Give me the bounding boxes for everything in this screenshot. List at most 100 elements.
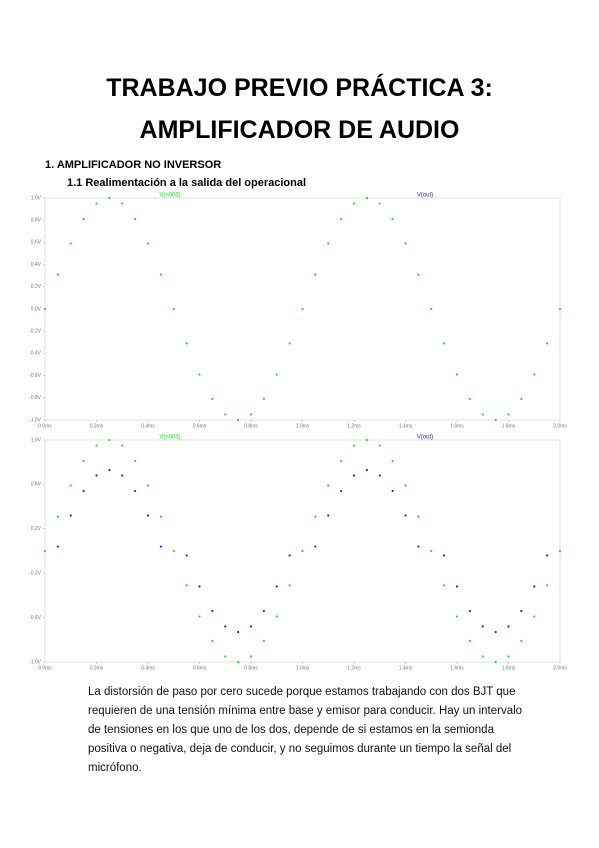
legend-entry: V(n003)	[159, 193, 180, 199]
y-tick-label: 0.6V	[31, 482, 42, 488]
data-point	[288, 554, 291, 557]
data-point	[443, 554, 446, 557]
data-point	[159, 515, 162, 518]
data-point	[249, 413, 253, 416]
y-tick-label: 0.2V	[31, 526, 42, 532]
x-tick-label: 1.6ms	[450, 423, 464, 429]
y-tick-label: 1.0V	[31, 195, 42, 201]
x-tick-label: 1.8ms	[502, 665, 516, 671]
data-point	[391, 459, 394, 463]
data-point	[301, 549, 304, 553]
data-point	[430, 549, 433, 553]
y-tick-label: -0.2V	[29, 571, 42, 577]
data-point	[481, 625, 484, 628]
data-point	[159, 273, 162, 276]
x-tick-label: 0.8ms	[244, 423, 258, 429]
x-tick-label: 1.8ms	[502, 423, 516, 429]
data-point	[275, 615, 278, 618]
data-point	[146, 484, 150, 487]
y-tick-label: -1.0V	[29, 417, 42, 423]
data-point	[507, 413, 510, 416]
x-tick-label: 0.4ms	[141, 423, 155, 429]
data-point	[43, 307, 47, 311]
data-point	[121, 474, 124, 477]
data-point	[211, 639, 214, 643]
data-point	[69, 514, 72, 517]
data-point	[172, 307, 175, 311]
data-point	[378, 474, 381, 477]
section-heading: 1. AMPLIFICADOR NO INVERSOR	[45, 159, 222, 171]
data-point	[56, 515, 59, 518]
data-point	[237, 418, 240, 422]
data-point	[108, 196, 111, 200]
data-point	[365, 438, 368, 442]
x-tick-label: 1.2ms	[347, 423, 361, 429]
legend-entry: V(out)	[417, 435, 433, 441]
x-tick-label: 2.0ms	[553, 665, 567, 671]
data-point	[108, 468, 111, 472]
x-tick-label: 0.6ms	[193, 665, 207, 671]
y-tick-label: -0.6V	[29, 615, 42, 621]
data-point	[558, 549, 562, 553]
data-point	[546, 554, 549, 557]
data-point	[507, 655, 510, 658]
data-point	[314, 515, 317, 518]
annotation: V(out)	[417, 193, 433, 199]
data-point	[468, 609, 471, 613]
x-tick-label: 1.6ms	[450, 665, 464, 671]
data-point	[494, 418, 497, 422]
x-tick-label: 0.2ms	[90, 665, 104, 671]
data-point	[211, 609, 214, 613]
x-tick-label: 0.0ms	[38, 423, 52, 429]
y-tick-label: 0.8V	[31, 218, 42, 224]
y-tick-label: 0.4V	[31, 262, 42, 268]
data-point	[352, 202, 356, 205]
x-tick-label: 1.4ms	[399, 423, 413, 429]
data-point	[198, 585, 201, 588]
data-point	[301, 307, 304, 311]
y-tick-label: -1.0V	[29, 659, 42, 665]
x-tick-label: 2.0ms	[553, 423, 567, 429]
data-point	[533, 585, 536, 588]
x-tick-label: 1.0ms	[296, 665, 310, 671]
data-point	[520, 397, 523, 401]
data-point	[365, 468, 368, 472]
data-point	[56, 273, 59, 276]
y-tick-label: -0.2V	[29, 329, 42, 335]
chart: -1.0V -0.8V -0.6V -0.4V -0.2V 0.0V 0.2V 0.4V 0.6…	[29, 193, 567, 430]
data-point	[365, 196, 368, 200]
data-point	[262, 609, 265, 613]
data-point	[520, 639, 523, 643]
y-tick-label: 0.2V	[31, 284, 42, 290]
data-point	[468, 639, 471, 643]
data-point	[430, 307, 433, 311]
data-point	[378, 444, 381, 447]
data-point	[314, 273, 317, 276]
x-tick-label: 1.0ms	[296, 423, 310, 429]
data-point	[121, 444, 124, 447]
x-tick-label: 1.4ms	[399, 665, 413, 671]
data-point	[533, 615, 536, 618]
data-point	[404, 242, 407, 245]
x-tick-label: 0.0ms	[38, 665, 52, 671]
data-point	[134, 489, 137, 493]
data-point	[69, 242, 72, 245]
data-point	[95, 474, 98, 477]
data-point	[546, 584, 549, 587]
title: TRABAJO PREVIO PRÁCTICA 3:	[106, 74, 493, 102]
data-point	[108, 438, 111, 442]
data-point	[443, 342, 446, 345]
data-point	[82, 489, 85, 493]
data-point	[172, 549, 175, 553]
y-tick-label: 0.0V	[31, 306, 42, 312]
data-point	[159, 545, 162, 548]
data-point	[352, 474, 356, 477]
data-point	[546, 342, 549, 345]
data-point	[417, 515, 420, 518]
y-tick-label: 0.6V	[31, 240, 42, 246]
x-tick-label: 1.2ms	[347, 665, 361, 671]
data-point	[95, 444, 98, 447]
data-point	[43, 549, 47, 553]
data-point	[404, 484, 407, 487]
